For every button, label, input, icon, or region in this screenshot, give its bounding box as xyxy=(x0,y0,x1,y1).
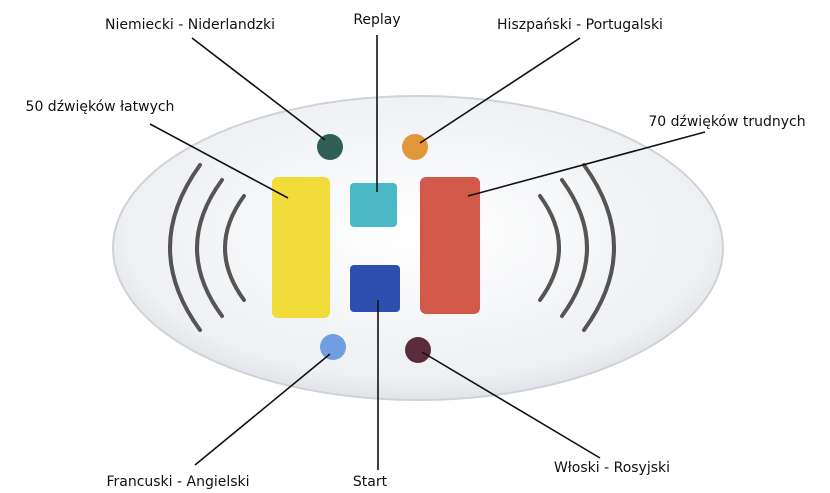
label: Włoski - Rosyjski xyxy=(554,460,670,476)
device-diagram: Niemiecki - Niderlandzki Replay Hiszpańs… xyxy=(0,0,830,493)
label: Niemiecki - Niderlandzki xyxy=(105,17,275,33)
label: 50 dźwięków łatwych xyxy=(26,99,175,115)
label: Replay xyxy=(353,12,400,28)
start-button[interactable] xyxy=(350,265,400,312)
green-button[interactable] xyxy=(317,134,343,160)
label: Francuski - Angielski xyxy=(106,474,249,490)
replay-button[interactable] xyxy=(350,183,397,227)
yellow-button[interactable] xyxy=(272,177,330,318)
label: Start xyxy=(353,474,388,490)
orange-button[interactable] xyxy=(402,134,428,160)
label: Hiszpański - Portugalski xyxy=(497,17,663,33)
label: 70 dźwięków trudnych xyxy=(648,114,805,130)
light-blue-button[interactable] xyxy=(320,334,346,360)
purple-button[interactable] xyxy=(405,337,431,363)
red-button[interactable] xyxy=(420,177,480,314)
